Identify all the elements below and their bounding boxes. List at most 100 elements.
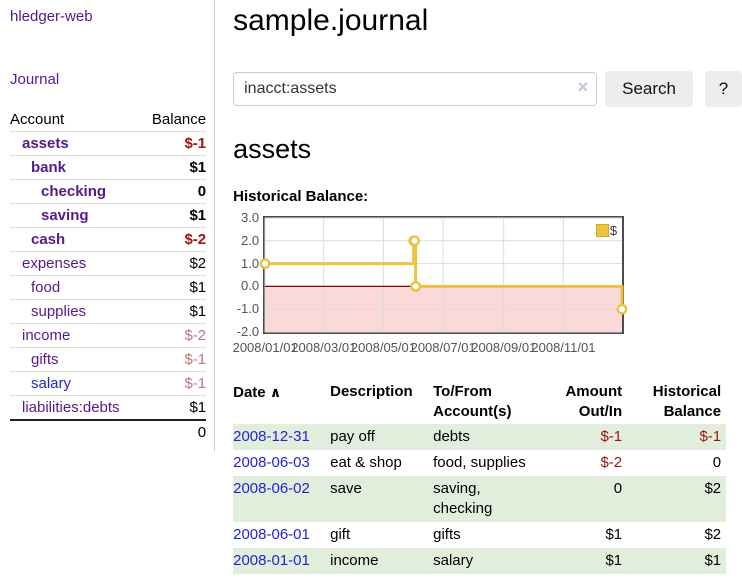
chart-plot-area: $ (259, 216, 628, 334)
account-link[interactable]: liabilities:debts (22, 399, 120, 416)
account-row: checking 0 (10, 179, 207, 204)
account-balance: $-2 (141, 323, 207, 348)
chart-svg (259, 217, 628, 333)
transaction-amount-cell: $1 (605, 552, 623, 569)
x-axis-tick-label: 2008/03/01 (291, 340, 357, 355)
account-balance: $-1 (141, 371, 207, 396)
x-axis-tick-label: 2008/07/01 (410, 340, 476, 355)
transaction-balance-cell: $2 (704, 526, 722, 543)
chart-title: Historical Balance: (233, 188, 369, 205)
account-link[interactable]: saving (41, 207, 89, 224)
account-balance: $-2 (141, 227, 207, 252)
balance-column-header: Balance (151, 111, 207, 128)
account-balance: $-1 (141, 347, 207, 372)
transaction-date-link[interactable]: 2008-06-03 (233, 454, 310, 471)
x-axis-tick-label: 2008/09/01 (471, 340, 537, 355)
search-button[interactable]: Search (605, 71, 693, 107)
transaction-description-cell: eat & shop (330, 454, 402, 471)
sidebar: hledger-web Journal Account Balance asse… (0, 0, 216, 451)
x-axis-tick-label: 2008/01/01 (232, 340, 298, 355)
account-column-header: Account (10, 111, 65, 128)
register-table-body: 2008-12-31 pay off debts $-1 $-1 2008-06-03 ea… (233, 424, 727, 574)
account-link[interactable]: gifts (31, 351, 59, 368)
transaction-accounts-cell: gifts (433, 526, 461, 543)
transaction-date-link[interactable]: 2008-01-01 (233, 552, 310, 569)
transaction-description-cell: save (330, 480, 362, 497)
transaction-date-link[interactable]: 2008-06-01 (233, 526, 310, 543)
accounts-column-header: To/From Account(s) (433, 383, 512, 420)
y-axis-tick-label: 3.0 (241, 210, 260, 225)
y-axis-tick-label: 2.0 (241, 232, 260, 248)
account-row: assets $-1 (10, 131, 207, 156)
amount-column-header: Amount Out/In (565, 383, 623, 420)
register-row: 2008-06-01 gift gifts $1 $2 (233, 522, 726, 548)
help-button[interactable]: ? (705, 71, 742, 107)
account-balance: $2 (141, 251, 207, 276)
register-table: Date ∧ Description To/From Account(s) Am… (233, 380, 727, 574)
search-input[interactable] (233, 72, 598, 106)
clear-search-icon[interactable]: × (577, 77, 589, 97)
transaction-accounts-cell: salary (433, 552, 474, 569)
account-link[interactable]: food (31, 279, 61, 296)
transaction-date-cell: 2008-12-31 (233, 424, 330, 450)
transaction-description-cell: income (330, 552, 379, 569)
transaction-date-cell: 2008-06-03 (233, 450, 330, 476)
search-row: × Search ? (233, 71, 742, 107)
register-row: 2008-06-03 eat & shop food, supplies $-2 0 (233, 450, 726, 476)
account-row: salary $-1 (10, 371, 207, 396)
sidebar-item-journal[interactable]: Journal (10, 71, 60, 88)
description-column-header: Description (330, 383, 413, 400)
transaction-balance-cell: $2 (704, 480, 722, 497)
transaction-amount-cell: $-1 (600, 428, 623, 445)
transaction-date-link[interactable]: 2008-12-31 (233, 428, 310, 445)
legend-swatch-icon (595, 224, 609, 237)
account-link[interactable]: salary (31, 375, 72, 392)
account-balance: $1 (141, 395, 207, 420)
account-heading: assets (233, 134, 312, 164)
transaction-date-cell: 2008-01-01 (233, 548, 330, 574)
account-total-row: 0 (10, 419, 207, 447)
balance-column-header-register: Historical Balance (652, 383, 722, 420)
account-balance: $-1 (141, 131, 207, 156)
account-link[interactable]: income (22, 327, 71, 344)
account-total-balance: 0 (141, 419, 207, 447)
account-balance: $1 (141, 155, 207, 180)
page-title: sample.journal (233, 4, 429, 37)
x-axis-tick-label: 2008/05/01 (350, 340, 417, 355)
account-link[interactable]: bank (31, 159, 67, 176)
chart-legend: $ (593, 222, 620, 239)
transaction-date-cell: 2008-06-02 (233, 476, 330, 522)
historical-balance-chart: 3.0 2.0 1.0 0.0 -1.0 -2.0 $ 2008/01/01 2008/03… (232, 210, 742, 356)
account-row: liabilities:debts $1 (10, 395, 207, 420)
account-link[interactable]: expenses (22, 255, 87, 272)
transaction-balance-cell: $-1 (699, 428, 722, 445)
transaction-balance-cell: $1 (704, 552, 722, 569)
register-row: 2008-06-02 save saving, checking 0 $2 (233, 476, 727, 522)
account-row: expenses $2 (10, 251, 207, 276)
transaction-accounts-cell: saving, checking (433, 480, 493, 517)
legend-label: $ (609, 223, 618, 238)
account-link[interactable]: supplies (31, 303, 87, 320)
main-content: sample.journal × Search ? assets Histori… (215, 0, 742, 574)
account-link[interactable]: cash (31, 231, 66, 248)
transaction-amount-cell: 0 (613, 480, 623, 497)
account-balance: 0 (141, 179, 207, 204)
account-row: saving $1 (10, 203, 207, 228)
account-balance: $1 (141, 299, 207, 324)
x-axis-tick-label: 2008/11/01 (531, 340, 596, 355)
transaction-date-cell: 2008-06-01 (233, 522, 330, 548)
y-axis-tick-label: -1.0 (236, 301, 260, 317)
account-balance-table: Account Balance assets $-1 bank $1 checking 0… (10, 108, 207, 447)
transaction-date-link[interactable]: 2008-06-02 (233, 480, 310, 497)
account-balance: $1 (141, 203, 207, 228)
y-axis-tick-label: -2.0 (236, 324, 260, 339)
y-axis-tick-label: 0.0 (241, 278, 260, 294)
account-link[interactable]: checking (41, 183, 107, 200)
transaction-amount-cell: $-2 (600, 454, 623, 471)
account-table-body: assets $-1 bank $1 checking 0 saving $1 cash $-2 e… (10, 131, 207, 420)
brand-link[interactable]: hledger-web (10, 8, 93, 25)
account-row: supplies $1 (10, 299, 207, 324)
account-link[interactable]: assets (22, 135, 69, 152)
sort-ascending-icon: ∧ (269, 384, 282, 400)
